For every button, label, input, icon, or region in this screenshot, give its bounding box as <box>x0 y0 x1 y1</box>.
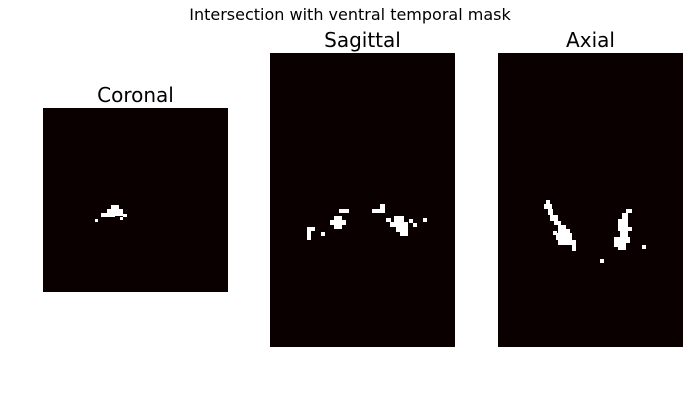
mask-voxel <box>572 245 576 251</box>
mask-voxel <box>409 219 413 223</box>
mask-voxel <box>618 247 626 250</box>
axial-title: Axial <box>566 28 615 52</box>
mask-voxel <box>413 223 417 227</box>
mask-voxel <box>423 218 427 222</box>
mask-voxel <box>614 243 626 247</box>
mask-voxel <box>558 225 566 233</box>
mask-voxel <box>548 209 553 215</box>
mask-voxel <box>642 245 646 249</box>
mask-voxel <box>334 225 342 229</box>
mask-voxel <box>390 222 408 227</box>
mask-voxel <box>394 216 404 222</box>
mask-voxel <box>554 221 561 225</box>
mask-voxel <box>380 204 385 209</box>
coronal-mask-overlay <box>95 205 127 222</box>
mask-voxel <box>307 227 315 231</box>
mask-voxel <box>123 214 127 217</box>
mask-voxel <box>546 200 550 206</box>
mask-voxel <box>95 219 98 222</box>
mask-voxel <box>111 205 119 209</box>
axial-mask-overlay <box>544 200 646 263</box>
mask-voxel <box>307 231 311 240</box>
mask-voxel <box>330 220 346 225</box>
figure-title: Intersection with ventral temporal mask <box>189 5 511 24</box>
mask-voxel <box>614 237 630 243</box>
sagittal-mask-overlay <box>307 204 427 240</box>
coronal-title: Coronal <box>97 83 174 107</box>
sagittal-title: Sagittal <box>324 28 401 52</box>
mask-voxel <box>618 219 628 227</box>
mask-voxel <box>564 229 570 233</box>
mask-voxel <box>620 231 628 237</box>
axial-slice-image <box>498 53 683 347</box>
mask-voxel <box>386 218 391 222</box>
mask-voxel <box>334 216 342 220</box>
mask-voxel <box>400 232 408 236</box>
mask-voxel <box>626 209 632 213</box>
mask-voxel <box>558 240 576 245</box>
mask-voxel <box>101 213 115 217</box>
mask-voxel <box>107 209 123 213</box>
mask-voxel <box>372 209 385 213</box>
mask-voxel <box>120 217 123 220</box>
mask-voxel <box>550 215 558 221</box>
mask-voxel <box>396 227 408 232</box>
mask-voxel <box>553 231 557 235</box>
mask-voxel <box>556 233 572 240</box>
sagittal-slice-image <box>270 53 455 347</box>
mask-voxel <box>115 213 123 216</box>
mask-voxel <box>321 232 325 236</box>
coronal-slice-image <box>43 108 228 292</box>
mask-voxel <box>618 227 632 231</box>
mask-voxel <box>622 213 628 219</box>
mask-voxel <box>544 204 552 209</box>
mask-voxel <box>600 259 604 263</box>
mask-voxel <box>339 209 349 213</box>
